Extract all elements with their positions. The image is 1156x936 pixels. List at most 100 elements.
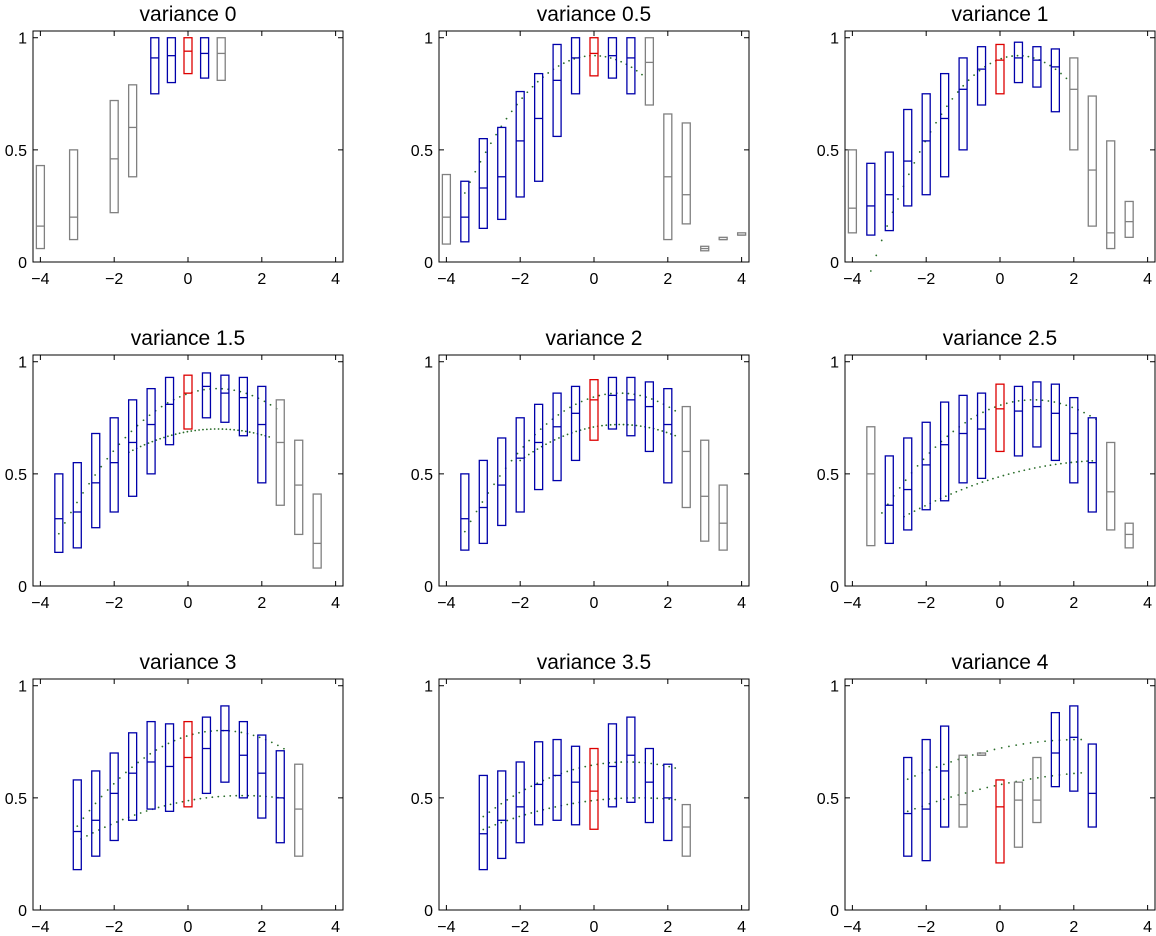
x-tick-label: 0 — [184, 271, 193, 288]
guide-dot — [598, 394, 601, 397]
x-tick-label: −4 — [843, 271, 861, 288]
box-main — [1087, 417, 1097, 513]
guide-dot — [488, 826, 491, 829]
guide-dot — [76, 501, 78, 504]
x-tick-label: −2 — [511, 271, 529, 288]
box-main — [552, 43, 562, 138]
box-main — [72, 462, 82, 549]
guide-dot — [558, 437, 560, 439]
guide-dot — [1083, 411, 1085, 414]
x-tick-label: 4 — [1143, 271, 1152, 288]
box-main — [570, 37, 581, 95]
guide-dot — [244, 430, 247, 433]
box-main — [146, 720, 156, 810]
box-main — [1032, 381, 1042, 448]
guide-dot — [632, 796, 635, 799]
box-main — [166, 37, 177, 84]
y-tick-label: 0 — [18, 903, 27, 920]
guide-dot — [967, 79, 970, 82]
y-tick-label: 1 — [18, 679, 27, 696]
box-main — [109, 752, 119, 842]
chart-panel-3: variance 1 −4 −2 0 2 4 0 0.5 1 — [817, 3, 1156, 288]
guide-dot — [1049, 64, 1052, 67]
box-main — [150, 37, 160, 95]
box-main — [626, 37, 636, 95]
box-main — [164, 723, 175, 812]
guide-dot — [252, 431, 255, 434]
box-main — [1032, 46, 1042, 88]
guide-dot — [988, 408, 990, 411]
guide-dot — [650, 762, 653, 765]
guide-dot — [986, 479, 989, 482]
guide-dot — [484, 151, 487, 154]
guide-dot — [583, 428, 586, 430]
box-main — [275, 750, 285, 844]
guide-dot — [1044, 775, 1046, 778]
chart-panel-2: variance 0.5 −4 −2 0 2 4 0 0.5 1 — [411, 3, 750, 288]
guide-dot — [572, 768, 575, 771]
guide-dot — [94, 802, 97, 805]
guide-dot — [989, 62, 992, 65]
guide-dot — [942, 763, 945, 766]
guide-dot — [251, 394, 254, 397]
y-tick-label: 0.5 — [817, 143, 839, 160]
guide-dot — [1049, 464, 1052, 467]
guide-dot — [130, 430, 133, 433]
box-main — [533, 741, 544, 826]
guide-dot — [584, 765, 587, 768]
guide-dot — [139, 445, 142, 448]
guide-dot — [155, 439, 158, 442]
chart-title: variance 3 — [140, 651, 237, 674]
box-excluded — [718, 484, 728, 551]
box-main — [866, 162, 876, 236]
guide-dot — [1054, 463, 1057, 466]
guide-dot — [1059, 462, 1062, 465]
guide-dot — [148, 414, 151, 417]
guide-dot — [530, 785, 533, 788]
guide-dot — [982, 411, 984, 414]
x-tick-label: 2 — [1069, 595, 1078, 612]
guide-dot — [88, 482, 90, 485]
guide-dot — [575, 430, 578, 433]
guide-dot — [1060, 72, 1062, 75]
box-main — [921, 93, 931, 196]
guide-dot — [1065, 462, 1068, 464]
guide-dot — [935, 766, 938, 768]
guide-dot — [167, 742, 170, 745]
guide-dot — [638, 761, 641, 764]
guide-dot — [125, 771, 127, 774]
box-main — [460, 473, 470, 551]
box-main — [478, 138, 488, 230]
guide-dot — [217, 428, 220, 430]
guide-dot — [586, 398, 589, 401]
guide-dot — [100, 465, 103, 468]
guide-dot — [241, 429, 243, 432]
box-main — [626, 376, 636, 437]
box-reference — [183, 37, 193, 75]
box-excluded — [1124, 200, 1134, 238]
guide-dot — [1073, 772, 1075, 775]
guide-dot — [562, 62, 565, 65]
guide-dot — [1071, 406, 1074, 409]
box-main — [533, 403, 544, 491]
guide-dot — [620, 761, 623, 763]
guide-dot — [1029, 742, 1032, 744]
chart-title: variance 1.5 — [131, 327, 245, 350]
guide-dot — [609, 423, 612, 426]
y-tick-label: 0.5 — [817, 791, 839, 808]
guide-dot — [1007, 473, 1010, 476]
x-tick-label: −4 — [31, 271, 49, 288]
guide-dot — [614, 423, 616, 426]
guide-dot — [271, 796, 273, 798]
guide-dot — [620, 60, 623, 63]
guide-dot — [650, 797, 653, 799]
box-excluded — [958, 754, 968, 828]
guide-dot — [197, 731, 200, 734]
guide-dot — [604, 55, 607, 58]
plot-frame — [32, 30, 344, 263]
guide-dot — [482, 815, 485, 818]
guide-dot — [914, 775, 916, 777]
x-tick-label: 4 — [737, 271, 746, 288]
y-tick-label: 0.5 — [817, 467, 839, 484]
guide-dot — [916, 465, 919, 467]
